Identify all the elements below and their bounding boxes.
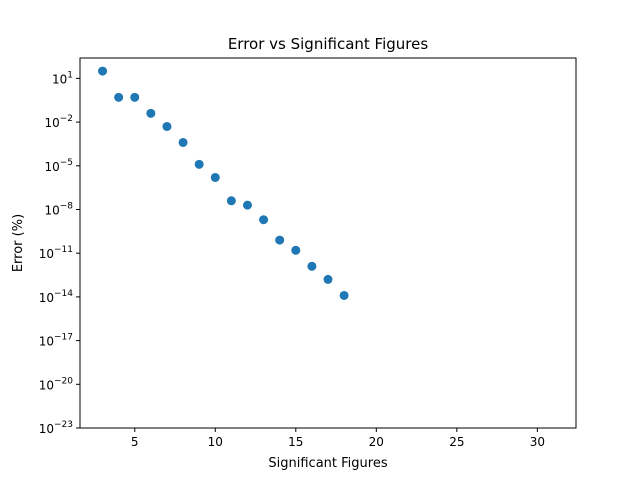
x-axis: 5 10 15 20 25 30: [131, 428, 545, 449]
y-tick-label: 10−14: [39, 289, 74, 305]
x-tick-label: 20: [369, 435, 384, 449]
y-tick-label: 10−23: [39, 420, 73, 436]
data-point: [210, 172, 220, 182]
y-tick-label: 10−8: [44, 201, 73, 217]
data-point: [242, 200, 252, 210]
data-point: [339, 290, 349, 300]
data-point: [307, 261, 317, 271]
y-tick-label: 10−20: [39, 376, 74, 392]
y-axis-label: Error (%): [11, 214, 26, 272]
x-tick-label: 25: [449, 435, 464, 449]
plot-area-frame: [79, 57, 577, 429]
data-point: [291, 245, 301, 255]
data-point: [194, 159, 204, 169]
x-tick-label: 30: [530, 435, 545, 449]
x-tick-label: 15: [288, 435, 303, 449]
data-points: [98, 66, 349, 300]
y-tick-label: 10−17: [39, 333, 73, 349]
data-point: [275, 235, 285, 245]
data-point: [98, 66, 108, 76]
data-point: [259, 215, 269, 225]
y-tick-label: 10−2: [44, 114, 73, 130]
data-point: [178, 137, 188, 147]
y-tick-label: 101: [52, 70, 73, 86]
chart-title: Error vs Significant Figures: [228, 35, 429, 53]
y-tick-label: 10−11: [39, 245, 73, 261]
data-point: [130, 92, 140, 102]
data-point: [226, 196, 236, 206]
data-point: [146, 108, 156, 118]
data-point: [323, 274, 333, 284]
x-tick-label: 10: [208, 435, 223, 449]
data-point: [162, 121, 172, 131]
x-tick-label: 5: [131, 435, 139, 449]
x-axis-label: Significant Figures: [268, 456, 387, 471]
y-tick-label: 10−5: [44, 158, 73, 174]
data-point: [114, 92, 124, 102]
y-axis: 101 10−2 10−5 10−8 10−11 10−14 10−17 10−20 10−23: [39, 70, 80, 436]
